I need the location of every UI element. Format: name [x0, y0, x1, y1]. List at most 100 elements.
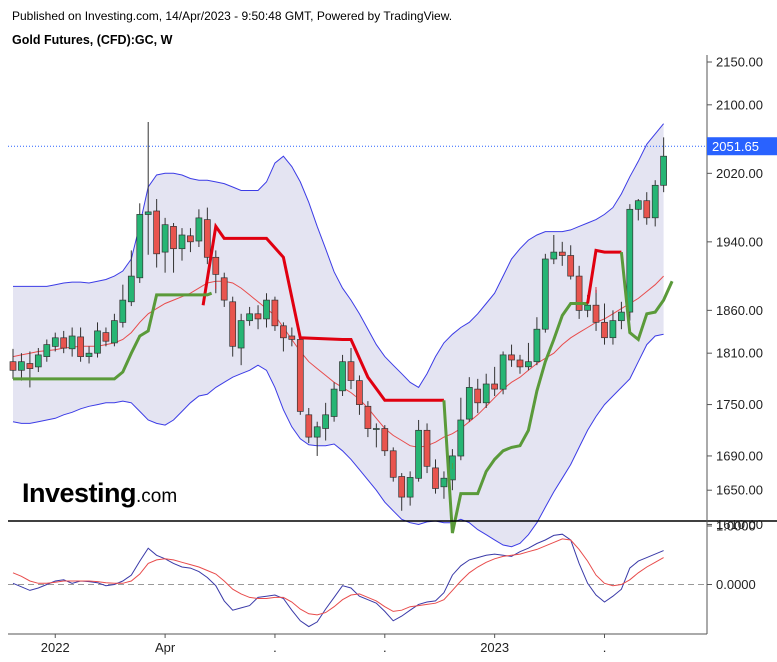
- bollinger-upper-line: [13, 123, 664, 389]
- osc-tick-label: 1.0000: [716, 519, 756, 534]
- candle: [212, 250, 220, 294]
- candle: [457, 397, 465, 461]
- candle-up-body: [525, 361, 532, 368]
- axes: 2150.00 2100.00 2020.00 1940.00 1860.00 1810.…: [8, 55, 777, 655]
- candle: [136, 203, 144, 283]
- candle-down-body: [643, 200, 651, 219]
- candle-down-body: [398, 476, 406, 498]
- candle-up-body: [18, 361, 25, 371]
- candle: [178, 228, 186, 261]
- candle-down-body: [347, 361, 355, 381]
- candle-up-body: [94, 330, 101, 354]
- candle: [609, 310, 617, 345]
- candle-up-body: [499, 354, 507, 390]
- candle: [68, 327, 76, 357]
- candle: [398, 473, 406, 511]
- candle: [280, 322, 287, 352]
- time-tick-label: 2023: [480, 640, 509, 655]
- candle: [271, 296, 279, 331]
- time-tick-label: Apr: [155, 640, 176, 655]
- time-tick-label: .: [383, 640, 387, 655]
- candle: [60, 330, 68, 354]
- price-pane: I I I I: [8, 121, 707, 548]
- candle: [144, 121, 152, 255]
- time-tick-label: 2022: [41, 640, 70, 655]
- price-tick-label: 2100.00: [716, 97, 763, 112]
- candle: [474, 378, 482, 414]
- candle-down-body: [381, 428, 389, 452]
- candle-down-body: [77, 336, 84, 357]
- candle-up-body: [68, 335, 76, 350]
- candle-up-body: [482, 383, 490, 404]
- candle: [381, 425, 389, 456]
- candle-down-body: [9, 361, 17, 371]
- candle-down-body: [305, 414, 313, 438]
- time-tick-label: .: [603, 640, 607, 655]
- price-tick-label: 1810.00: [716, 346, 763, 361]
- candle: [322, 402, 329, 441]
- candle-up-body: [550, 251, 558, 260]
- candle: [254, 305, 262, 330]
- candle-up-body: [584, 304, 591, 311]
- signal-marker: I: [451, 462, 453, 471]
- price-tick-label: 2150.00: [716, 55, 763, 70]
- price-tick-label: 1610.00: [716, 517, 763, 532]
- candle-up-body: [660, 155, 667, 186]
- candle-down-body: [389, 450, 397, 478]
- candle-up-body: [127, 275, 135, 303]
- candle-up-body: [313, 426, 321, 438]
- candle-up-body: [119, 299, 127, 323]
- candle-up-body: [406, 477, 414, 498]
- candle: [263, 293, 270, 328]
- osc-tick-label: 0.0000: [716, 577, 756, 592]
- candle-down-body: [280, 325, 287, 339]
- candle-up-body: [195, 217, 203, 242]
- candle: [601, 303, 608, 345]
- candle: [592, 289, 600, 331]
- candle: [246, 306, 253, 326]
- candle: [296, 334, 304, 415]
- candle: [51, 332, 59, 352]
- signal-marker: I: [215, 282, 217, 291]
- candle: [347, 348, 355, 390]
- candle-up-body: [465, 387, 473, 420]
- candle-down-body: [491, 383, 498, 390]
- candle: [161, 217, 169, 273]
- candle: [330, 382, 338, 422]
- candle: [339, 354, 346, 396]
- candle: [288, 327, 296, 347]
- candle: [119, 284, 127, 328]
- price-tick-label: 1860.00: [716, 303, 763, 318]
- price-tick-label: 1650.00: [716, 483, 763, 498]
- candle: [85, 346, 93, 364]
- candle: [415, 419, 422, 482]
- price-tick-label: 1690.00: [716, 448, 763, 463]
- last-price-box: [707, 137, 777, 156]
- candle-up-body: [34, 354, 42, 368]
- candle-down-body: [271, 299, 279, 327]
- candle-down-body: [423, 429, 431, 467]
- candle: [525, 342, 532, 371]
- candle: [389, 447, 397, 482]
- candle-up-body: [339, 361, 346, 392]
- trailing-stop-red: [586, 248, 622, 304]
- candle-down-body: [26, 363, 34, 369]
- price-tick-label: 1940.00: [716, 234, 763, 249]
- candle: [127, 250, 135, 307]
- candle-up-body: [634, 200, 642, 210]
- oscillator-pane: [8, 533, 707, 628]
- candle: [491, 366, 498, 396]
- candle: [26, 351, 34, 388]
- candle-up-body: [144, 211, 152, 215]
- candle-down-body: [516, 359, 524, 368]
- candle: [102, 327, 110, 347]
- candle-down-body: [212, 256, 220, 275]
- candle-up-body: [541, 258, 549, 330]
- candle: [187, 228, 194, 253]
- candle-down-body: [170, 226, 177, 250]
- candle: [432, 459, 439, 494]
- oscillator-blue-line: [12, 533, 664, 628]
- candle-down-body: [356, 380, 363, 405]
- last-price-label: 2051.65: [712, 139, 759, 154]
- candle: [558, 241, 566, 266]
